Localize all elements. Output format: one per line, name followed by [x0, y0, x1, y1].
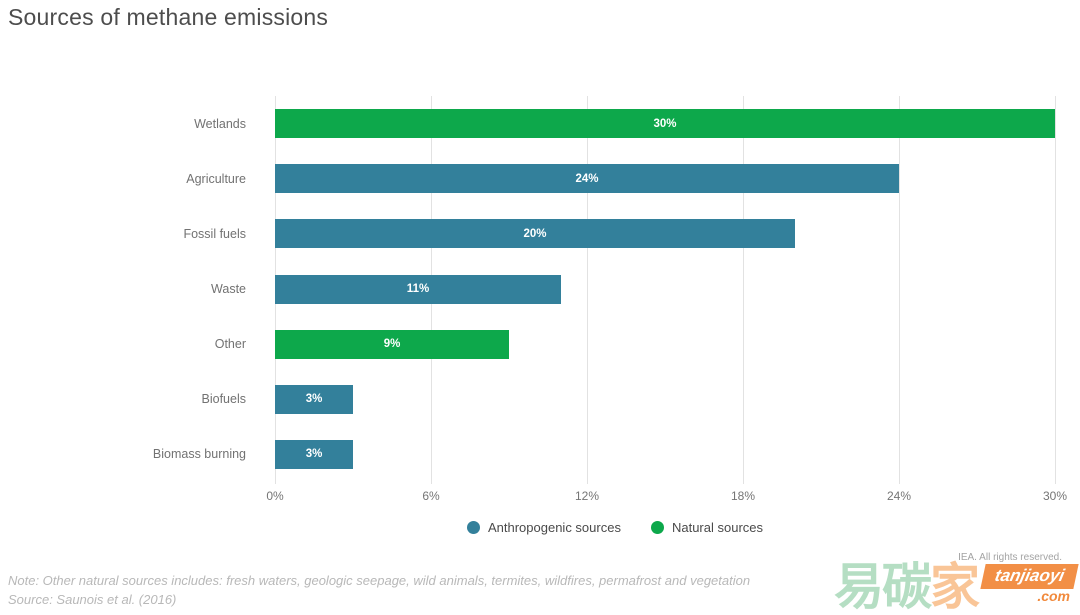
chart-note: Note: Other natural sources includes: fr… [8, 573, 751, 588]
legend-label: Natural sources [671, 520, 764, 535]
category-labels: Wetlands Agriculture Fossil fuels Waste Othe… [0, 96, 260, 482]
watermark-cn-green: 易碳 [834, 559, 932, 615]
x-tick-label: 0% [266, 489, 284, 503]
watermark: IEA. All rights reserved. 易碳家 tanjiaoyi … [834, 544, 1079, 612]
bar-value-label: 9% [383, 338, 401, 351]
bar-value-label: 3% [305, 448, 323, 461]
legend-item: Anthropogenic sources [466, 520, 621, 535]
category-label: Other [214, 337, 246, 352]
bar: 30% [275, 109, 1055, 139]
bar-value-label: 30% [653, 117, 677, 130]
legend: Anthropogenic sources Natural sources [150, 520, 1080, 535]
bar: 3% [275, 384, 353, 414]
bar: 9% [275, 329, 509, 359]
watermark-cn-orange: 家 [930, 559, 980, 615]
chart-title: Sources of methane emissions [8, 4, 329, 30]
plot-area: 30% 24% 20% 11% 9% 3% 3% [275, 96, 1056, 484]
gridline [587, 96, 588, 484]
bar-value-label: 24% [575, 172, 599, 185]
legend-label: Anthropogenic sources [487, 520, 621, 535]
category-label: Biomass burning [152, 447, 246, 462]
category-label: Wetlands [194, 116, 246, 131]
gridline [1055, 96, 1056, 484]
gridline [899, 96, 900, 484]
legend-swatch-anthropogenic [466, 521, 480, 534]
x-tick-label: 6% [422, 489, 440, 503]
x-tick-label: 30% [1042, 489, 1068, 503]
category-label: Fossil fuels [183, 226, 246, 241]
x-tick-label: 12% [574, 489, 600, 503]
x-tick-label: 18% [730, 489, 756, 503]
category-label: Biofuels [201, 392, 246, 407]
chart-source: Source: Saunois et al. (2016) [8, 592, 177, 607]
bar: 24% [275, 164, 899, 194]
bar-value-label: 11% [406, 283, 430, 295]
rights-text: IEA. All rights reserved. [958, 552, 1062, 563]
legend-swatch-natural [650, 521, 664, 534]
watermark-brand-badge: tanjiaoyi [980, 564, 1079, 589]
bar: 3% [275, 439, 353, 469]
category-label: Agriculture [186, 171, 246, 186]
bar: 11% [275, 274, 561, 304]
legend-item: Natural sources [650, 520, 764, 535]
bar-value-label: 3% [305, 393, 323, 406]
bar-value-label: 20% [523, 227, 547, 240]
x-tick-label: 24% [886, 489, 912, 503]
category-label: Waste [211, 282, 246, 296]
watermark-cn-text: 易碳家 [834, 559, 980, 615]
gridline [743, 96, 744, 484]
x-axis: 0% 6% 12% 18% 24% 30% [0, 489, 1080, 505]
bar: 20% [275, 219, 795, 249]
watermark-domain: .com [1037, 588, 1070, 604]
